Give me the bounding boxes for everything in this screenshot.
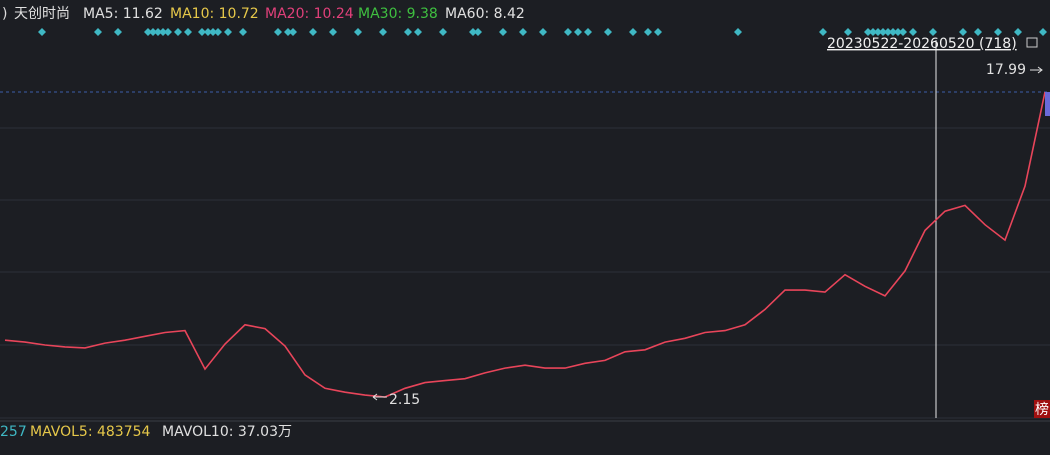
signal-marker xyxy=(844,28,852,36)
signal-marker xyxy=(379,28,387,36)
ma20: MA20: 10.24 xyxy=(265,6,354,22)
ma5: MA5: 11.62 xyxy=(83,6,163,22)
plot: 17.99 2.15 xyxy=(4,62,1050,408)
signal-marker xyxy=(329,28,337,36)
signal-marker xyxy=(519,28,527,36)
signal-marker xyxy=(959,28,967,36)
signal-marker xyxy=(499,28,507,36)
signal-marker xyxy=(439,28,447,36)
signal-marker xyxy=(654,28,662,36)
signal-marker xyxy=(1039,28,1047,36)
signal-marker xyxy=(214,28,222,36)
signal-marker xyxy=(404,28,412,36)
signal-marker xyxy=(94,28,102,36)
price-line xyxy=(4,91,1046,398)
vol-partial: 257 xyxy=(0,424,27,440)
badge-box xyxy=(1034,400,1050,418)
signal-marker xyxy=(354,28,362,36)
signal-marker xyxy=(604,28,612,36)
paren: ) xyxy=(2,6,7,22)
stock-name: 天创时尚 xyxy=(14,6,70,22)
mavol5: MAVOL5: 483754 xyxy=(30,424,151,440)
signal-marker xyxy=(994,28,1002,36)
signal-marker xyxy=(414,28,422,36)
signal-marker xyxy=(1014,28,1022,36)
signal-marker xyxy=(909,28,917,36)
badge: 榜 xyxy=(1035,401,1049,418)
signal-markers xyxy=(38,28,1047,36)
signal-marker xyxy=(874,28,882,36)
signal-marker xyxy=(884,28,892,36)
signal-marker xyxy=(734,28,742,36)
signal-marker xyxy=(144,28,152,36)
ma30: MA30: 9.38 xyxy=(358,6,438,22)
high-label: 17.99 xyxy=(986,62,1026,78)
signal-marker xyxy=(469,28,477,36)
signal-marker xyxy=(564,28,572,36)
signal-marker xyxy=(539,28,547,36)
signal-marker xyxy=(284,28,292,36)
signal-marker xyxy=(239,28,247,36)
signal-marker xyxy=(224,28,232,36)
last-bar xyxy=(1045,92,1050,116)
signal-marker xyxy=(38,28,46,36)
signal-marker xyxy=(198,28,206,36)
signal-marker xyxy=(174,28,182,36)
signal-marker xyxy=(209,28,217,36)
range-label[interactable]: 20230522-20260520 (718) xyxy=(827,36,1017,52)
signal-marker xyxy=(899,28,907,36)
signal-marker xyxy=(869,28,877,36)
signal-marker xyxy=(159,28,167,36)
grid xyxy=(0,127,1050,419)
signal-marker xyxy=(929,28,937,36)
ma60: MA60: 8.42 xyxy=(445,6,525,22)
signal-marker xyxy=(149,28,157,36)
signal-marker xyxy=(889,28,897,36)
lock-icon[interactable] xyxy=(1026,37,1038,48)
signal-marker xyxy=(894,28,902,36)
signal-marker xyxy=(154,28,162,36)
signal-marker xyxy=(864,28,872,36)
signal-marker xyxy=(309,28,317,36)
signal-marker xyxy=(629,28,637,36)
signal-marker xyxy=(644,28,652,36)
signal-marker xyxy=(164,28,172,36)
signal-marker xyxy=(184,28,192,36)
signal-marker xyxy=(274,28,282,36)
high-arrow xyxy=(1030,66,1043,74)
low-arrow xyxy=(372,393,387,401)
signal-marker xyxy=(974,28,982,36)
signal-marker xyxy=(819,28,827,36)
signal-marker xyxy=(574,28,582,36)
signal-marker xyxy=(289,28,297,36)
ma10: MA10: 10.72 xyxy=(170,6,259,22)
mavol10: MAVOL10: 37.03万 xyxy=(162,424,292,440)
signal-marker xyxy=(114,28,122,36)
signal-marker xyxy=(584,28,592,36)
low-label: 2.15 xyxy=(389,392,420,408)
signal-marker xyxy=(474,28,482,36)
signal-marker xyxy=(204,28,212,36)
signal-marker xyxy=(879,28,887,36)
